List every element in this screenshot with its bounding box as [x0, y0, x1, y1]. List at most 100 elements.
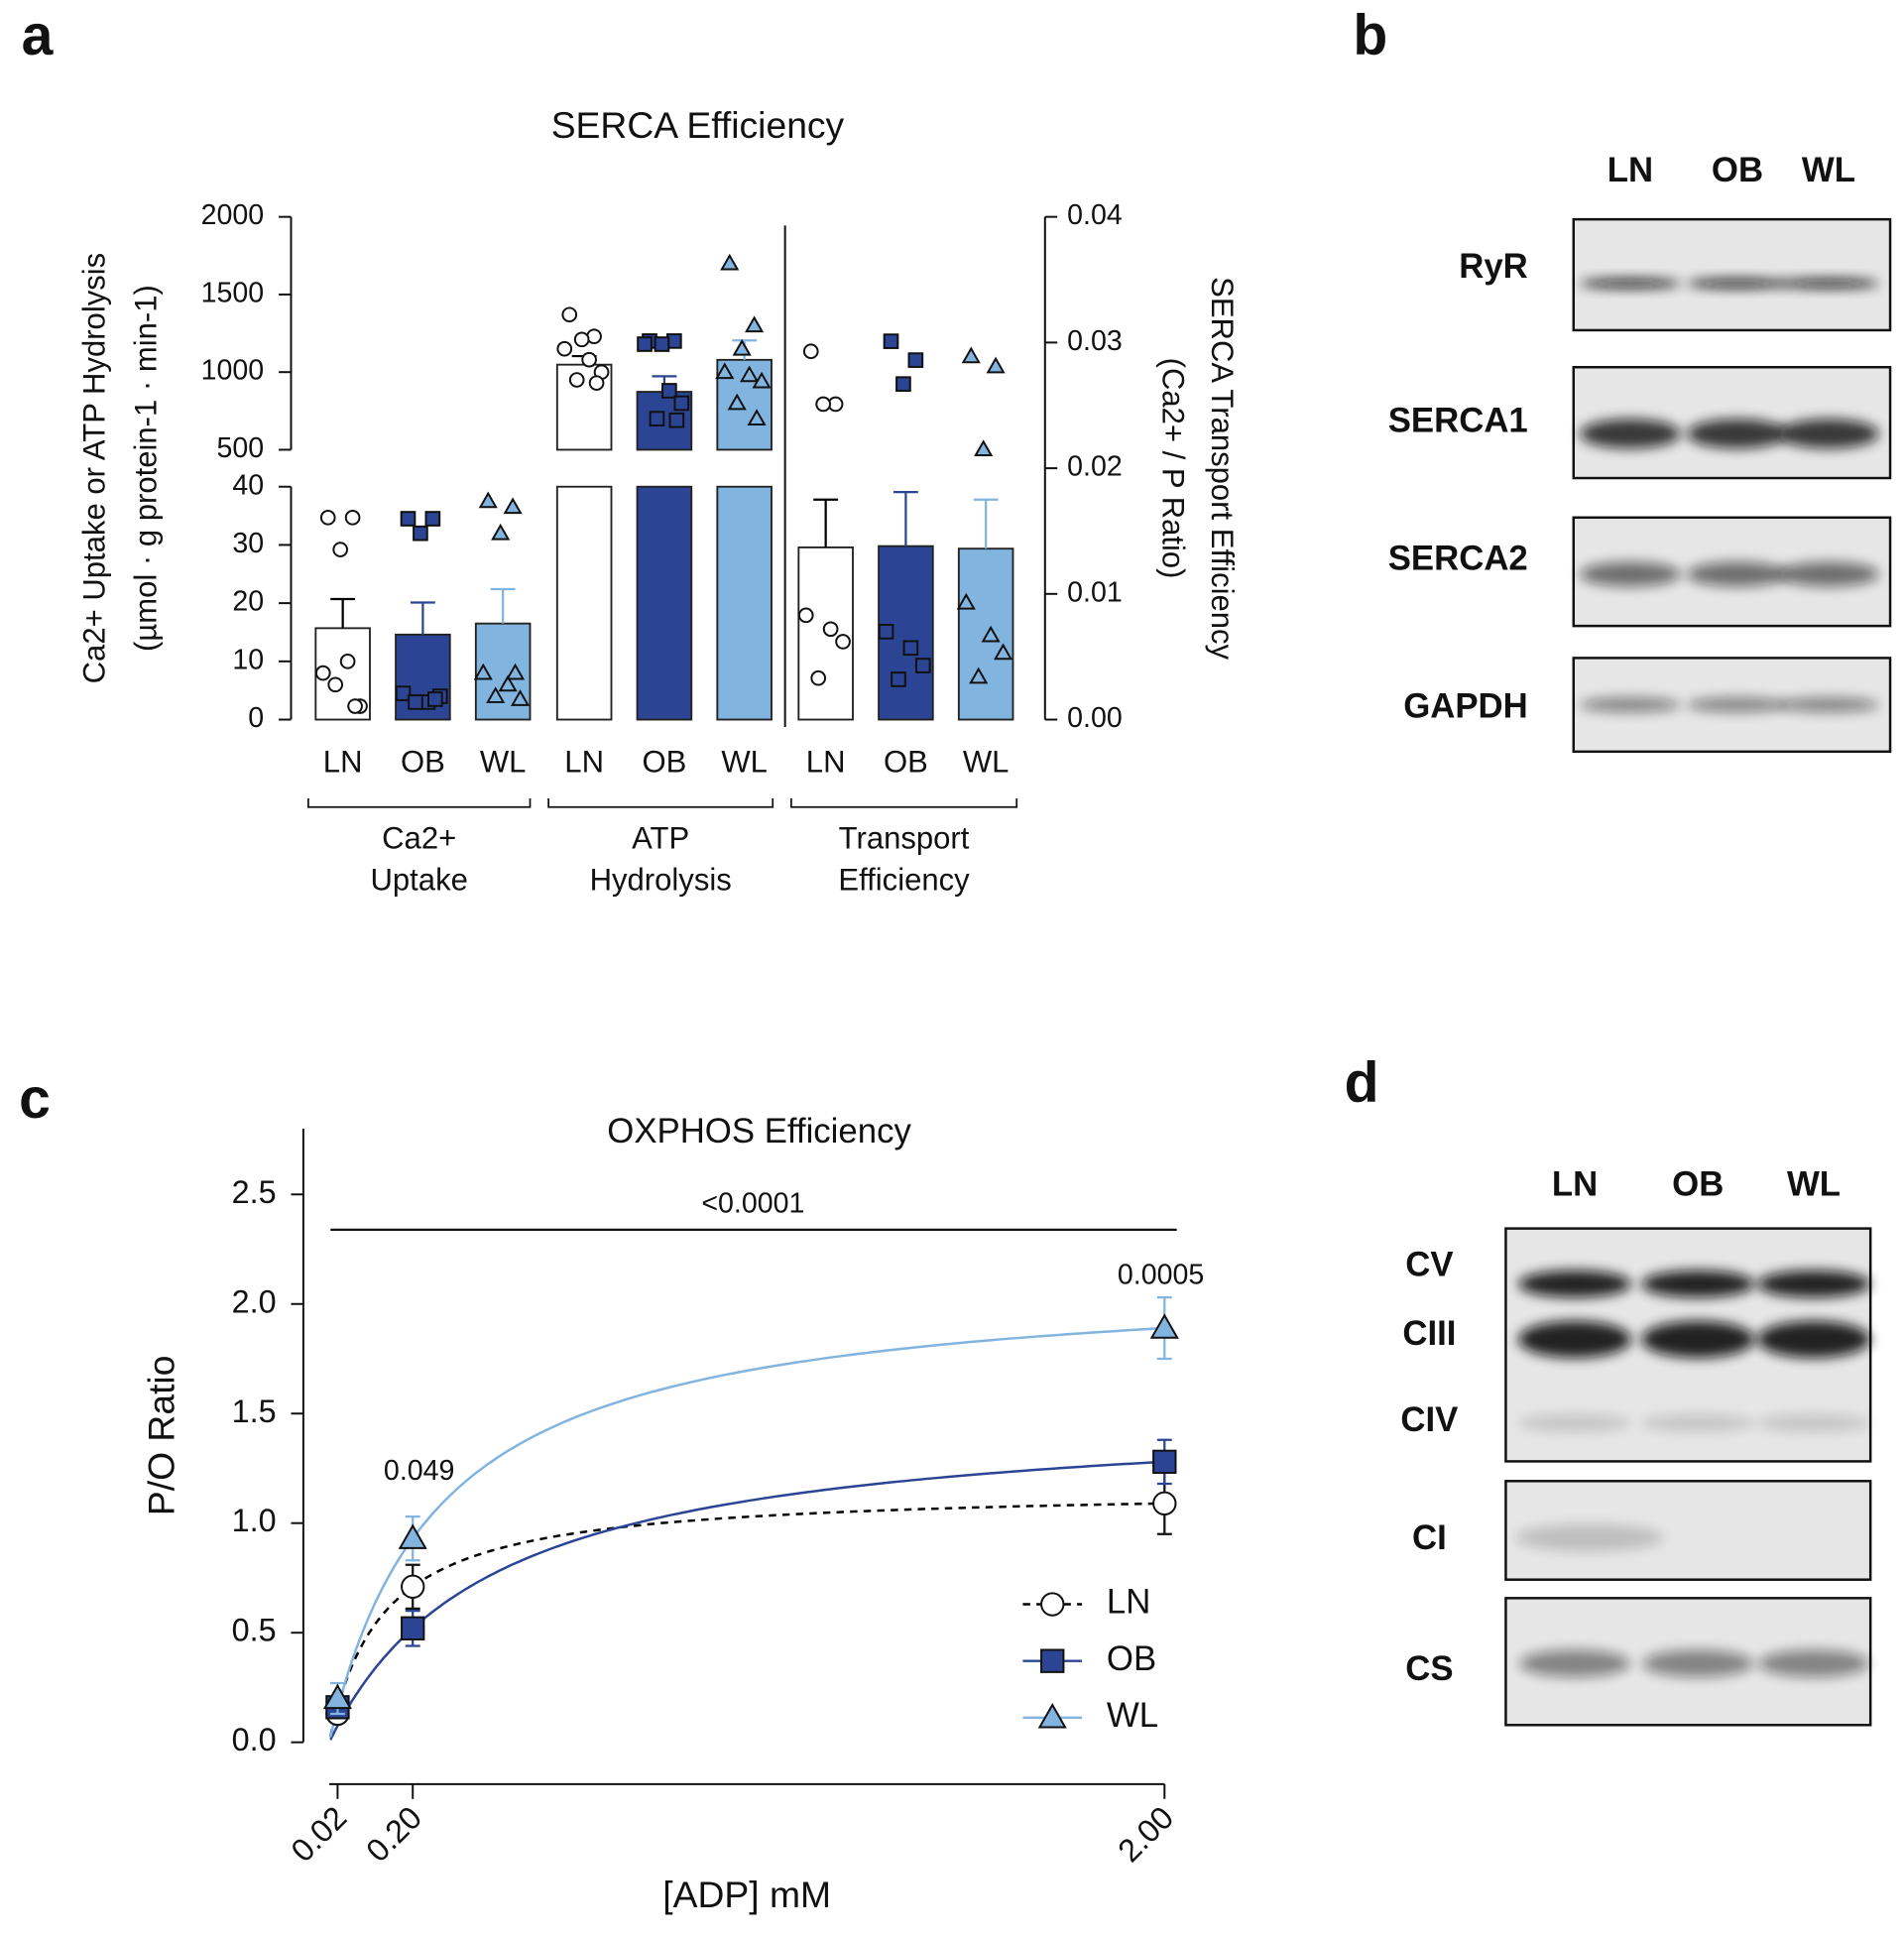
annotation: <0.0001	[701, 1188, 804, 1220]
data-point	[822, 621, 839, 638]
blot-band	[1777, 278, 1879, 289]
x-tick-label: 0.20	[359, 1799, 428, 1869]
blot-band	[1579, 697, 1681, 713]
y-tick-label: 2000	[201, 199, 265, 231]
y2-tick-label: 0.00	[1067, 702, 1123, 734]
y-axis-label: Ca2+ Uptake or ATP Hydrolysis	[76, 253, 111, 684]
legend-marker	[1040, 1648, 1065, 1673]
blot-band	[1641, 1270, 1755, 1298]
data-point	[400, 511, 416, 527]
chart-title: SERCA Efficiency	[551, 104, 845, 146]
panel-label: c	[19, 1067, 51, 1131]
data-point	[956, 592, 976, 610]
bar	[957, 547, 1014, 721]
y-tick-label: 30	[232, 528, 264, 559]
data-point	[720, 253, 740, 271]
group-label: ATP	[632, 820, 689, 855]
panel-label: a	[22, 4, 55, 67]
blot-band	[1756, 1414, 1871, 1432]
data-point	[732, 338, 752, 356]
data-point	[654, 336, 670, 352]
y2-axis-label: SERCA Transport Efficiency	[1205, 277, 1240, 660]
data-point	[740, 365, 760, 383]
x-tick-label: OB	[884, 744, 928, 779]
blot-band	[1519, 1649, 1630, 1677]
data-point	[835, 634, 851, 650]
data-point	[427, 691, 443, 707]
row-label: CV	[1405, 1246, 1453, 1283]
bar	[555, 485, 613, 721]
row-label: CIV	[1400, 1401, 1458, 1439]
legend-label: LN	[1107, 1584, 1150, 1622]
blot-band	[1579, 561, 1681, 587]
data-point	[581, 351, 597, 368]
data-point	[797, 607, 814, 624]
data-point	[810, 669, 827, 686]
error-bar	[892, 491, 918, 546]
y-tick-label: 0.5	[232, 1613, 277, 1648]
data-point	[408, 694, 423, 710]
blot-band	[1517, 1320, 1632, 1359]
data-point	[473, 663, 493, 680]
group-label: Ca2+	[382, 820, 456, 855]
annotation: 0.049	[384, 1455, 454, 1487]
blot-band	[1641, 1414, 1755, 1432]
x-tick-label: WL	[480, 744, 527, 779]
blot-band	[1517, 1270, 1632, 1298]
data-point	[478, 491, 498, 509]
data-point	[322, 1683, 352, 1710]
panel-label: d	[1345, 1051, 1379, 1115]
chart-title: OXPHOS Efficiency	[607, 1113, 911, 1150]
data-point	[1152, 1449, 1177, 1475]
data-point	[401, 1616, 425, 1640]
data-point	[673, 395, 690, 412]
blot-band	[1687, 278, 1788, 289]
x-tick-label: LN	[806, 744, 846, 779]
x-axis-label: [ADP] mM	[662, 1874, 831, 1915]
x-tick-label: LN	[323, 744, 363, 779]
group-label: Transport	[839, 820, 970, 855]
lane-label: WL	[1802, 152, 1855, 189]
bar	[636, 485, 693, 721]
y-tick-label: 2.5	[232, 1174, 277, 1210]
x-tick-label: 2.00	[1111, 1799, 1180, 1869]
blot-band	[1758, 1649, 1869, 1677]
group-label: Efficiency	[838, 863, 970, 898]
legend-marker	[1040, 1592, 1065, 1617]
data-point	[745, 315, 765, 333]
row-label: CI	[1412, 1519, 1447, 1557]
y-tick-label: 0	[248, 702, 264, 734]
data-point	[588, 375, 605, 391]
data-point	[424, 511, 441, 527]
blot-band	[1515, 1523, 1664, 1552]
x-tick-label: WL	[963, 744, 1010, 779]
y2-tick-label: 0.04	[1067, 199, 1123, 231]
data-point	[961, 346, 981, 364]
blot-band	[1687, 697, 1788, 713]
y-tick-label: 1000	[201, 355, 265, 387]
y2-axis-label: (Ca2+ / P Ratio)	[1155, 358, 1190, 579]
group-label: Uptake	[370, 863, 467, 898]
data-point	[668, 412, 685, 428]
blot-band	[1579, 278, 1681, 289]
data-point	[907, 352, 924, 368]
x-tick-label: 0.02	[284, 1799, 353, 1869]
row-label: SERCA2	[1388, 540, 1528, 577]
blot-band	[1687, 419, 1788, 449]
data-point	[914, 658, 931, 673]
panel-label: b	[1353, 4, 1387, 67]
y-axis-label: (µmol · g protein-1 · min-1)	[129, 285, 164, 652]
group-bracket	[547, 798, 774, 808]
y-tick-label: 0.0	[232, 1722, 277, 1757]
lane-label: LN	[1552, 1166, 1598, 1204]
data-point	[498, 674, 518, 692]
data-point	[568, 372, 585, 388]
error-bar	[813, 498, 839, 547]
blot-membrane	[1572, 217, 1892, 332]
blot-band	[1756, 1320, 1871, 1359]
y-tick-label: 1.5	[232, 1393, 277, 1429]
data-point	[506, 663, 526, 680]
blot-band	[1517, 1414, 1632, 1432]
